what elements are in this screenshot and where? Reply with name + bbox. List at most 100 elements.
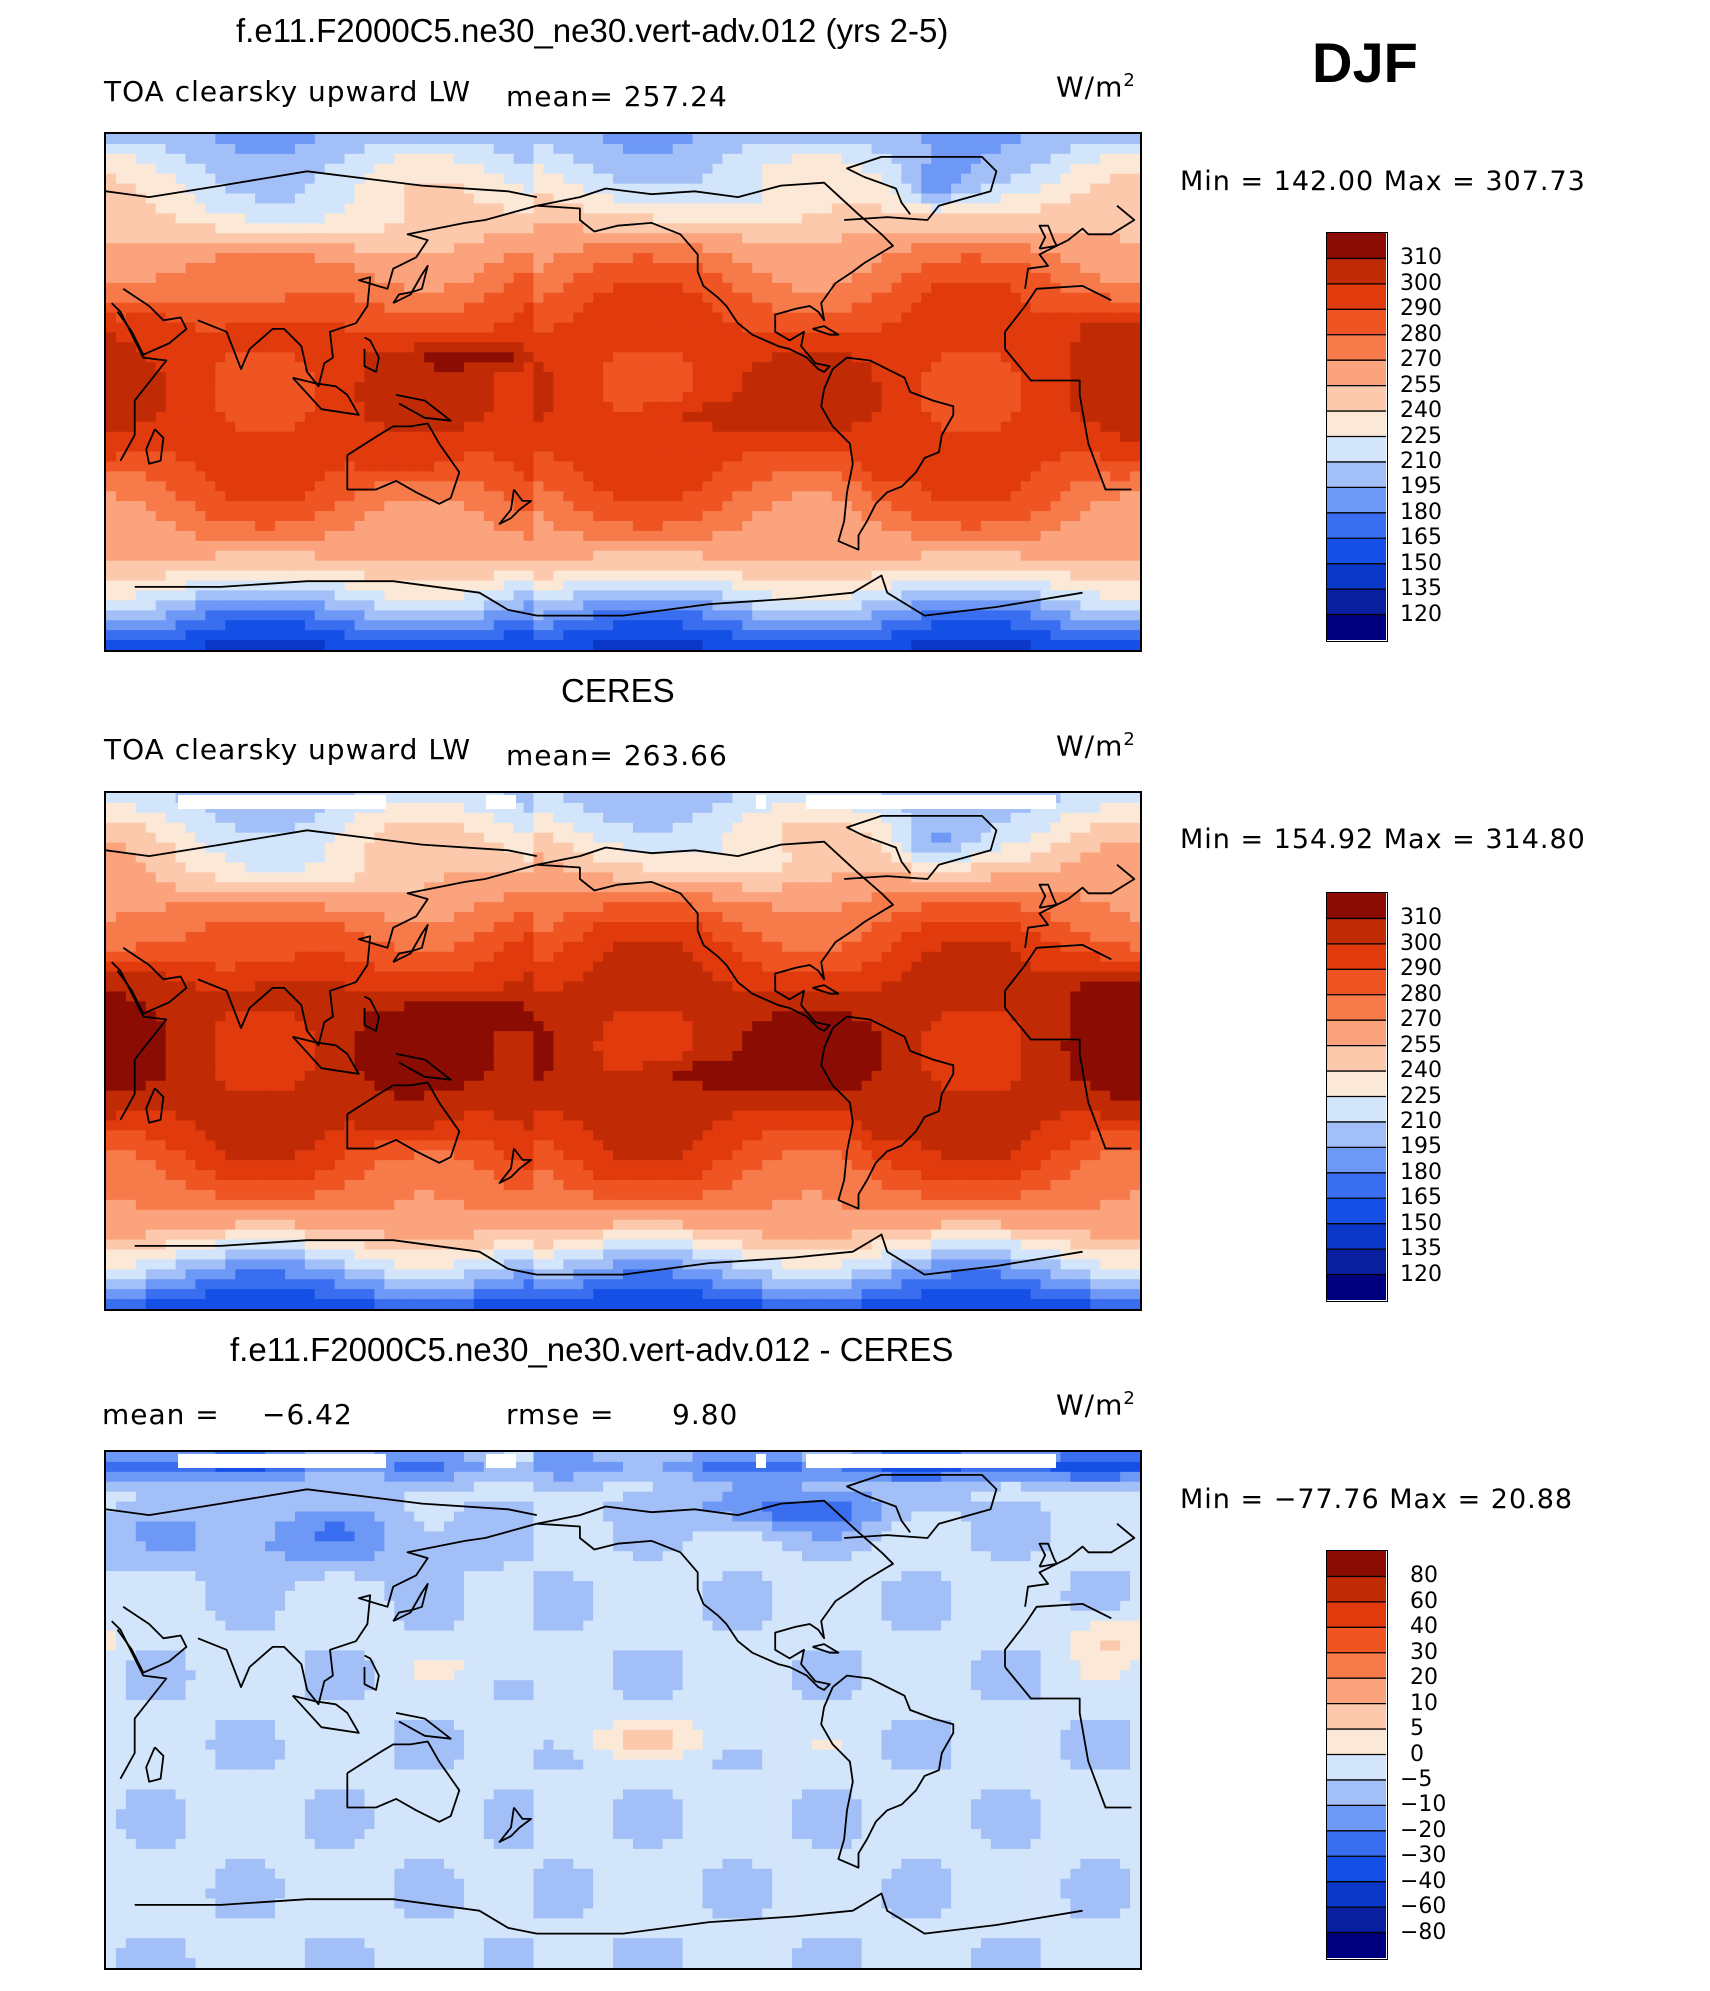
map-cell [821,203,833,214]
map-cell [125,431,137,443]
map-cell [444,263,455,274]
map-cell [841,600,853,611]
map-cell [603,272,614,284]
map-cell [1040,570,1052,582]
map-cell [553,153,564,165]
map-cell [304,332,316,343]
map-cell [573,372,584,383]
map-cell [175,441,187,453]
map-cell [1030,243,1042,254]
map-cell [1050,322,1061,333]
map-cell [463,282,475,294]
map-cell [414,382,425,393]
map-cell [891,590,902,601]
map-cell [1010,282,1022,294]
map-cell [931,530,942,542]
map-cell [513,590,525,601]
map-cell [533,143,544,155]
map-cell [941,263,952,274]
map-cell [990,491,1002,502]
map-cell [951,501,962,512]
map-cell [712,173,723,185]
map-cell [275,580,286,591]
map-cell [463,292,475,304]
map-cell [841,550,853,562]
map-cell [235,481,246,492]
map-cell [1000,560,1012,572]
map-cell [1120,183,1131,195]
map-cell [752,272,763,284]
map-cell [782,153,793,165]
map-cell [682,372,694,383]
map-cell [692,530,704,542]
map-cell [642,134,654,145]
map-cell [533,173,544,185]
map-cell [195,491,206,502]
map-cell [503,223,515,234]
map-cell [1050,223,1061,234]
map-cell [881,481,892,492]
map-cell [523,282,535,294]
map-cell [891,471,902,482]
map-cell [523,491,535,502]
map-cell [871,332,882,343]
map-cell [573,302,584,314]
map-cell [414,491,425,502]
map-cell [334,183,346,195]
map-cell [553,580,564,591]
map-cell [354,481,365,492]
map-cell [1090,441,1101,453]
map-cell [354,550,365,562]
map-cell [613,372,624,383]
map-cell [493,263,505,274]
map-cell [334,550,346,562]
map-cell [881,173,892,185]
map-cell [970,163,982,175]
map-cell [1000,332,1012,343]
map-cell [155,292,167,304]
map-cell [851,243,863,254]
map-cell [483,153,495,165]
map-cell [752,183,763,195]
map-cell [970,401,982,413]
map-cell [364,193,375,204]
map-cell [801,421,813,433]
map-cell [573,491,584,502]
map-cell [1050,302,1061,314]
map-cell [801,203,813,214]
panel1-mean-label: mean= [506,80,614,113]
map-cell [642,253,654,264]
map-cell [821,183,833,195]
map-cell [742,193,753,204]
map-cell [284,272,296,284]
map-cell [672,223,684,234]
map-cell [672,292,684,304]
map-cell [1130,540,1140,552]
map-cell [354,253,365,264]
map-cell [275,263,286,274]
map-cell [702,411,713,423]
map-cell [215,441,226,453]
map-cell [821,362,833,373]
map-cell [583,203,594,214]
map-cell [185,322,196,333]
map-cell [692,173,704,185]
panel1-map [104,132,1142,652]
map-cell [354,471,365,482]
map-cell [513,560,525,572]
map-cell [1020,223,1032,234]
map-cell [344,580,356,591]
map-cell [871,451,882,462]
map-cell [125,263,137,274]
map-cell [632,461,644,472]
map-cell [1080,263,1091,274]
map-cell [911,501,922,512]
map-cell [1070,302,1081,314]
map-cell [463,143,475,155]
map-cell [1110,263,1121,274]
map-cell [772,530,783,542]
map-cell [851,233,863,244]
map-cell [672,233,684,244]
map-cell [424,600,435,611]
map-cell [692,501,704,512]
